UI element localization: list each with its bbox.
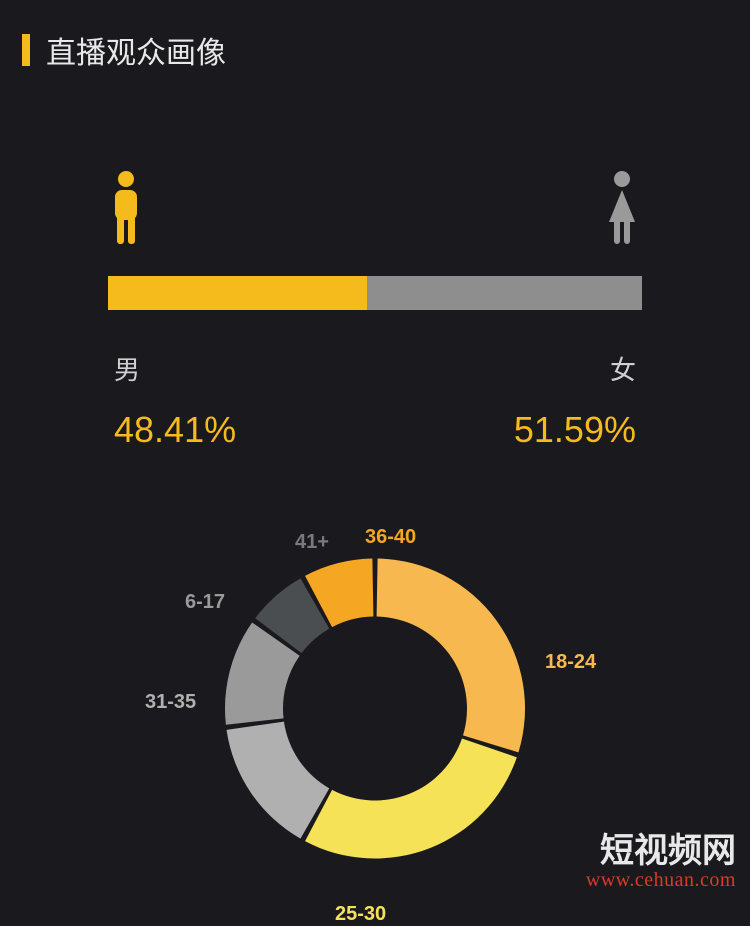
- donut-slice-label: 18-24: [545, 651, 596, 674]
- male-label: 男: [114, 350, 140, 387]
- gender-section: 男 女 48.41% 51.59%: [0, 170, 750, 451]
- gender-bar-female: [367, 276, 642, 310]
- male-percent: 48.41%: [114, 409, 236, 451]
- donut-slice-label: 36-40: [365, 526, 416, 549]
- gender-labels-row: 男 女: [108, 350, 642, 387]
- watermark: 短视频网 www.cehuan.com: [586, 834, 736, 891]
- donut-slice-label: 25-30: [335, 903, 386, 926]
- gender-bar: [108, 276, 642, 310]
- donut-slice: [377, 559, 525, 753]
- header-accent-bar: [22, 34, 30, 66]
- gender-icons-row: [108, 170, 642, 246]
- gender-percent-row: 48.41% 51.59%: [108, 409, 642, 451]
- donut-slice-label: 31-35: [145, 691, 196, 714]
- male-icon: [108, 170, 144, 246]
- section-header: 直播观众画像: [0, 0, 750, 100]
- donut-wrap: [220, 554, 530, 869]
- donut-slice-label: 6-17: [185, 591, 225, 614]
- female-icon: [602, 170, 642, 246]
- female-label: 女: [610, 350, 636, 387]
- watermark-line1: 短视频网: [586, 834, 736, 870]
- donut-slice: [227, 722, 330, 839]
- donut-slice-label: 41+: [295, 531, 329, 554]
- watermark-line2: www.cehuan.com: [586, 870, 736, 891]
- header-title: 直播观众画像: [46, 28, 226, 72]
- donut-slice: [305, 738, 517, 858]
- female-percent: 51.59%: [514, 409, 636, 451]
- age-donut-chart: [220, 554, 530, 864]
- gender-bar-male: [108, 276, 367, 310]
